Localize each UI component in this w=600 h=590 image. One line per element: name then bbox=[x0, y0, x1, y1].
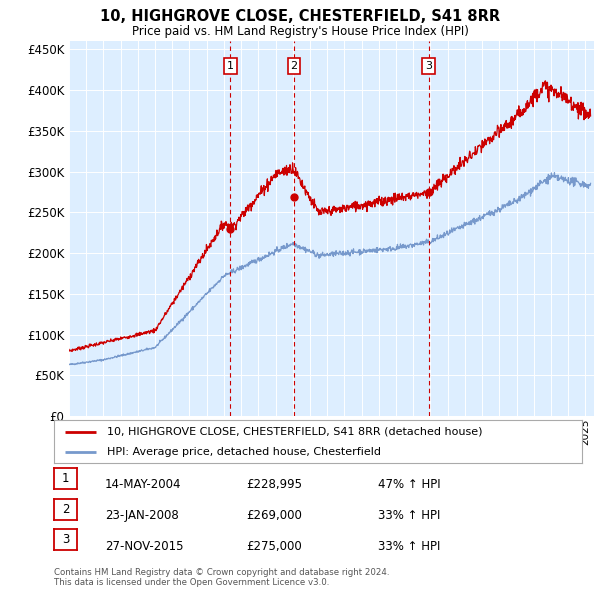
Text: £275,000: £275,000 bbox=[246, 540, 302, 553]
Text: 2: 2 bbox=[290, 61, 298, 71]
Text: 3: 3 bbox=[62, 533, 69, 546]
Text: 33% ↑ HPI: 33% ↑ HPI bbox=[378, 540, 440, 553]
Text: Price paid vs. HM Land Registry's House Price Index (HPI): Price paid vs. HM Land Registry's House … bbox=[131, 25, 469, 38]
Text: 10, HIGHGROVE CLOSE, CHESTERFIELD, S41 8RR (detached house): 10, HIGHGROVE CLOSE, CHESTERFIELD, S41 8… bbox=[107, 427, 482, 437]
Text: £269,000: £269,000 bbox=[246, 509, 302, 522]
Text: 33% ↑ HPI: 33% ↑ HPI bbox=[378, 509, 440, 522]
Text: 47% ↑ HPI: 47% ↑ HPI bbox=[378, 478, 440, 491]
Text: 2: 2 bbox=[62, 503, 69, 516]
Text: Contains HM Land Registry data © Crown copyright and database right 2024.
This d: Contains HM Land Registry data © Crown c… bbox=[54, 568, 389, 587]
Text: 10, HIGHGROVE CLOSE, CHESTERFIELD, S41 8RR: 10, HIGHGROVE CLOSE, CHESTERFIELD, S41 8… bbox=[100, 9, 500, 24]
Text: 1: 1 bbox=[62, 472, 69, 485]
Text: 27-NOV-2015: 27-NOV-2015 bbox=[105, 540, 184, 553]
Text: 23-JAN-2008: 23-JAN-2008 bbox=[105, 509, 179, 522]
Text: 14-MAY-2004: 14-MAY-2004 bbox=[105, 478, 182, 491]
Text: HPI: Average price, detached house, Chesterfield: HPI: Average price, detached house, Ches… bbox=[107, 447, 381, 457]
Text: 3: 3 bbox=[425, 61, 432, 71]
Text: 1: 1 bbox=[227, 61, 234, 71]
Text: £228,995: £228,995 bbox=[246, 478, 302, 491]
